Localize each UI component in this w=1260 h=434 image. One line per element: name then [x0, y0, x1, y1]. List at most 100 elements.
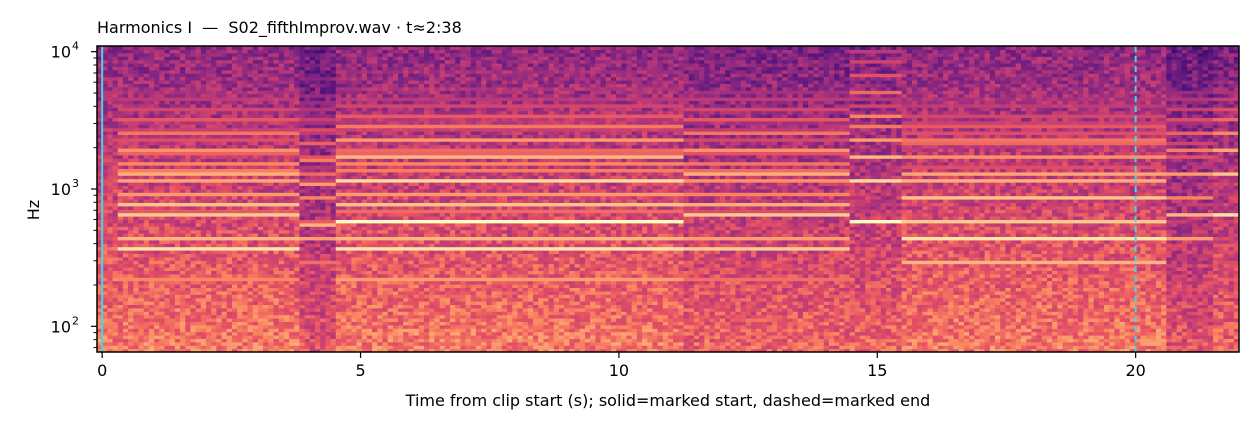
- spectrogram-cell: [180, 277, 186, 282]
- spectrogram-cell: [211, 83, 217, 88]
- spectrogram-cell: [320, 171, 326, 176]
- spectrogram-cell: [206, 267, 212, 271]
- spectrogram-cell: [97, 311, 103, 316]
- spectrogram-cell: [117, 222, 124, 227]
- spectrogram-cell: [133, 110, 140, 115]
- spectrogram-cell: [211, 124, 217, 129]
- spectrogram-cell: [117, 171, 124, 176]
- spectrogram-cell: [237, 205, 243, 210]
- spectrogram-cell: [154, 185, 160, 190]
- spectrogram-cell: [195, 314, 202, 319]
- spectrogram-cell: [133, 188, 140, 193]
- spectrogram-cell: [200, 297, 207, 302]
- spectrogram-cell: [361, 260, 368, 265]
- spectrogram-cell: [304, 229, 311, 234]
- spectrogram-cell: [195, 250, 202, 254]
- spectrogram-cell: [122, 284, 129, 288]
- spectrogram-cell: [174, 243, 181, 248]
- spectrogram-cell: [200, 209, 207, 214]
- spectrogram-cell: [299, 144, 306, 149]
- spectrogram-cell: [133, 226, 140, 231]
- spectrogram-cell: [159, 151, 166, 156]
- spectrogram-cell: [180, 141, 186, 146]
- spectrogram-cell: [211, 219, 217, 224]
- spectrogram-cell: [154, 277, 160, 282]
- spectrogram-cell: [226, 246, 233, 251]
- spectrogram-cell: [273, 277, 280, 282]
- spectrogram-cell: [97, 284, 103, 288]
- spectrogram-cell: [195, 307, 202, 312]
- spectrogram-cell: [164, 216, 171, 220]
- spectrogram-cell: [278, 144, 285, 149]
- spectrogram-cell: [231, 161, 238, 166]
- spectrogram-cell: [252, 178, 259, 183]
- spectrogram-cell: [102, 134, 108, 139]
- spectrogram-cell: [180, 307, 186, 312]
- spectrogram-cell: [138, 154, 145, 159]
- spectrogram-cell: [154, 161, 160, 166]
- spectrogram-cell: [112, 127, 119, 132]
- spectrogram-cell: [128, 199, 134, 203]
- spectrogram-cell: [180, 219, 186, 224]
- spectrogram-cell: [102, 151, 108, 156]
- spectrogram-cell: [382, 229, 389, 234]
- chart-title: Harmonics I — S02_fifthImprov.wav · t≈2:…: [97, 18, 462, 37]
- spectrogram-cell: [174, 341, 181, 346]
- spectrogram-cell: [361, 171, 368, 176]
- spectrogram-cell: [206, 209, 212, 214]
- spectrogram-cell: [148, 205, 155, 210]
- spectrogram-cell: [117, 144, 124, 149]
- spectrogram-cell: [97, 212, 103, 217]
- spectrogram-cell: [148, 46, 155, 50]
- spectrogram-cell: [190, 338, 197, 343]
- spectrogram-cell: [148, 137, 155, 142]
- spectrogram-cell: [174, 277, 181, 282]
- spectrogram-cell: [346, 178, 352, 183]
- spectrogram-cell: [174, 301, 181, 305]
- spectrogram-cell: [330, 178, 337, 183]
- spectrogram-cell: [102, 311, 108, 316]
- spectrogram-cell: [169, 154, 176, 159]
- spectrogram-cell: [159, 188, 166, 193]
- spectrogram-cell: [174, 260, 181, 265]
- spectrogram-cell: [268, 277, 275, 282]
- spectrogram-cell: [372, 212, 378, 217]
- spectrogram-cell: [190, 59, 197, 64]
- spectrogram-cell: [154, 335, 160, 339]
- spectrogram-cell: [257, 154, 264, 159]
- spectrogram-cell: [206, 335, 212, 339]
- spectrogram-cell: [154, 117, 160, 122]
- spectrogram-cell: [107, 195, 114, 200]
- spectrogram-cell: [169, 202, 176, 207]
- spectrogram-cell: [185, 192, 192, 197]
- spectrogram-cell: [180, 52, 186, 57]
- spectrogram-cell: [138, 148, 145, 152]
- spectrogram-cell: [206, 318, 212, 322]
- spectrogram-cell: [102, 141, 108, 146]
- spectrogram-cell: [148, 219, 155, 224]
- spectrogram-cell: [138, 297, 145, 302]
- spectrogram-cell: [174, 134, 181, 139]
- spectrogram-cell: [122, 76, 129, 81]
- spectrogram-cell: [122, 80, 129, 84]
- spectrogram-cell: [273, 311, 280, 316]
- spectrogram-cell: [216, 335, 223, 339]
- spectrogram-cell: [211, 69, 217, 74]
- spectrogram-cell: [195, 120, 202, 125]
- spectrogram-cell: [195, 49, 202, 54]
- spectrogram-cell: [268, 311, 275, 316]
- spectrogram-cell: [377, 239, 384, 244]
- spectrogram-cell: [117, 185, 124, 190]
- spectrogram-cell: [169, 263, 176, 268]
- spectrogram-cell: [97, 335, 103, 339]
- spectrogram-cell: [164, 195, 171, 200]
- spectrogram-cell: [252, 328, 259, 333]
- spectrogram-cell: [330, 212, 337, 217]
- spectrogram-cell: [206, 168, 212, 173]
- spectrogram-cell: [164, 345, 171, 350]
- spectrogram-cell: [356, 171, 363, 176]
- spectrogram-cell: [242, 188, 249, 193]
- spectrogram-cell: [211, 127, 217, 132]
- spectrogram-cell: [185, 165, 192, 169]
- spectrogram-cell: [112, 137, 119, 142]
